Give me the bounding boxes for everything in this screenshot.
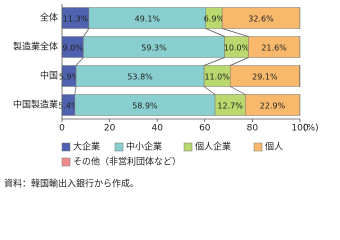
legend-swatch: [253, 142, 263, 152]
y-tick-label: 中国: [40, 70, 58, 82]
data-label: 58.9%: [132, 102, 158, 111]
data-label: 32.6%: [248, 15, 274, 24]
x-tick-label: 60: [199, 124, 211, 134]
connector-line: [222, 28, 249, 37]
data-label: 12.7%: [217, 102, 243, 111]
legend-swatch: [183, 142, 193, 152]
connector-line: [203, 86, 216, 95]
data-label: 10.0%: [224, 44, 250, 53]
data-label: 49.1%: [135, 15, 161, 24]
legend-label: 個人企業: [195, 141, 231, 153]
y-tick-label: 全体: [40, 12, 58, 24]
data-label: 11.3%: [63, 15, 89, 24]
x-tick-label: 20: [104, 124, 116, 134]
data-label: 9.0%: [63, 44, 84, 53]
chart: (%) 資料：韓国輸出入銀行から作成。 11.3% 49.1% 6.9% 32.6% 全…: [4, 4, 319, 190]
legend-swatch: [114, 142, 124, 152]
data-label: 29.1%: [252, 73, 278, 82]
y-tick-label: 中国製造業: [13, 99, 58, 111]
x-tick-label: 0: [59, 124, 65, 134]
connector-line: [203, 57, 225, 66]
legend-label: 中小企業: [126, 141, 162, 153]
x-tick-label: 80: [247, 124, 259, 134]
y-tick-label: 製造業全体: [13, 41, 58, 53]
source-note: 資料：韓国輸出入銀行から作成。: [4, 178, 139, 190]
connector-line: [230, 86, 246, 95]
connector-line: [83, 28, 90, 37]
legend-label: 大企業: [73, 141, 100, 153]
legend-swatch: [61, 157, 71, 167]
data-label: 22.9%: [260, 102, 286, 111]
data-label: 11.0%: [204, 73, 230, 82]
data-label: 59.3%: [141, 44, 167, 53]
legend-label: 個人: [265, 141, 283, 153]
connector-line: [75, 57, 84, 66]
legend-swatch: [61, 142, 71, 152]
connector-line: [74, 86, 77, 95]
x-tick-label: 100: [291, 124, 308, 134]
x-tick-label: 40: [151, 124, 163, 134]
x-axis-unit: (%): [303, 124, 319, 134]
legend-label: その他（非営利団体など）: [73, 156, 181, 168]
connector-line: [230, 57, 249, 66]
data-label: 6.9%: [204, 15, 225, 24]
connector-line: [205, 28, 225, 37]
data-label: 53.8%: [127, 73, 153, 82]
data-label: 5.9%: [59, 73, 80, 82]
data-label: 5.4%: [58, 102, 79, 111]
data-label: 21.6%: [261, 44, 287, 53]
